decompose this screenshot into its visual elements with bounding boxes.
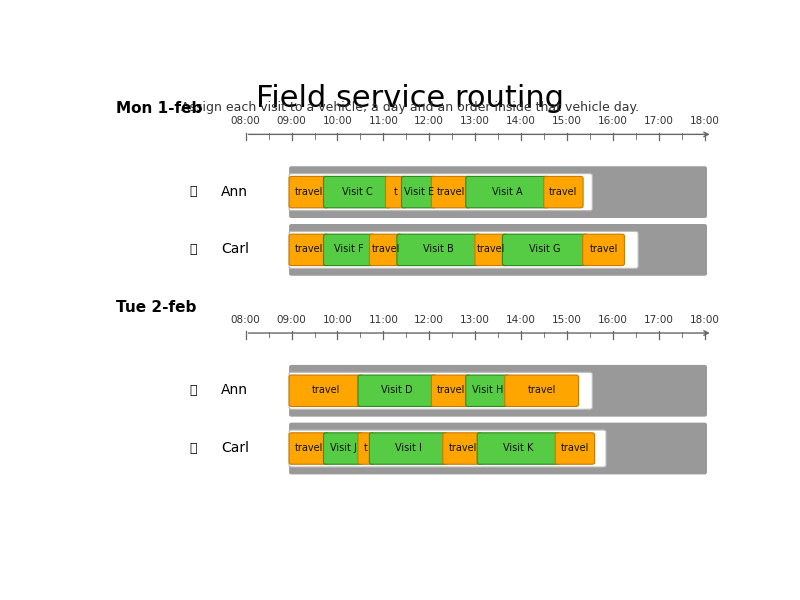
Text: 18:00: 18:00 <box>690 315 719 325</box>
FancyBboxPatch shape <box>289 224 707 276</box>
Text: 11:00: 11:00 <box>369 315 398 325</box>
Text: 12:00: 12:00 <box>414 116 444 126</box>
FancyBboxPatch shape <box>442 433 482 464</box>
Text: t: t <box>364 443 368 453</box>
Text: travel: travel <box>437 187 466 197</box>
FancyBboxPatch shape <box>431 176 470 208</box>
Text: Visit H: Visit H <box>472 385 503 395</box>
Text: Carl: Carl <box>221 242 249 256</box>
Text: Visit E: Visit E <box>404 187 434 197</box>
Text: Visit B: Visit B <box>423 244 454 254</box>
FancyBboxPatch shape <box>358 433 374 464</box>
Text: travel: travel <box>590 244 618 254</box>
Text: Visit J: Visit J <box>330 443 357 453</box>
Text: 14:00: 14:00 <box>506 116 536 126</box>
FancyBboxPatch shape <box>289 365 707 416</box>
FancyBboxPatch shape <box>478 433 560 464</box>
Text: 13:00: 13:00 <box>460 315 490 325</box>
FancyBboxPatch shape <box>475 234 507 266</box>
Text: 15:00: 15:00 <box>552 315 582 325</box>
Text: 🚛: 🚛 <box>190 243 197 256</box>
FancyBboxPatch shape <box>582 234 624 266</box>
Text: Ann: Ann <box>221 383 248 397</box>
FancyBboxPatch shape <box>397 234 480 266</box>
Text: Visit F: Visit F <box>334 244 364 254</box>
Text: 18:00: 18:00 <box>690 116 719 126</box>
Text: Visit A: Visit A <box>492 187 522 197</box>
Text: 08:00: 08:00 <box>231 116 261 126</box>
FancyBboxPatch shape <box>289 372 592 409</box>
Text: travel: travel <box>477 244 506 254</box>
Text: 17:00: 17:00 <box>644 315 674 325</box>
Text: 🚛: 🚛 <box>190 442 197 455</box>
Text: 10:00: 10:00 <box>322 116 352 126</box>
FancyBboxPatch shape <box>358 375 436 406</box>
FancyBboxPatch shape <box>289 433 329 464</box>
Text: 15:00: 15:00 <box>552 116 582 126</box>
Text: 08:00: 08:00 <box>231 315 261 325</box>
Text: 14:00: 14:00 <box>506 315 536 325</box>
FancyBboxPatch shape <box>431 375 470 406</box>
Text: 10:00: 10:00 <box>322 315 352 325</box>
Text: travel: travel <box>550 187 578 197</box>
FancyBboxPatch shape <box>386 176 406 208</box>
Text: travel: travel <box>448 443 477 453</box>
Text: Visit C: Visit C <box>342 187 372 197</box>
Text: 16:00: 16:00 <box>598 116 628 126</box>
Text: Assign each visit to a vehicle, a day and an order inside that vehicle day.: Assign each visit to a vehicle, a day an… <box>181 101 639 113</box>
FancyBboxPatch shape <box>323 176 390 208</box>
Text: Ann: Ann <box>221 185 248 199</box>
FancyBboxPatch shape <box>289 375 363 406</box>
Text: Field service routing: Field service routing <box>256 83 564 113</box>
FancyBboxPatch shape <box>289 173 592 211</box>
Text: Carl: Carl <box>221 441 249 455</box>
FancyBboxPatch shape <box>555 433 594 464</box>
FancyBboxPatch shape <box>466 375 510 406</box>
Text: Visit D: Visit D <box>382 385 413 395</box>
Text: t: t <box>394 187 398 197</box>
Text: 13:00: 13:00 <box>460 116 490 126</box>
Text: 16:00: 16:00 <box>598 315 628 325</box>
FancyBboxPatch shape <box>323 433 363 464</box>
FancyBboxPatch shape <box>289 430 606 467</box>
FancyBboxPatch shape <box>466 176 549 208</box>
FancyBboxPatch shape <box>289 166 707 218</box>
Text: travel: travel <box>294 187 323 197</box>
Text: travel: travel <box>527 385 556 395</box>
FancyBboxPatch shape <box>505 375 578 406</box>
FancyBboxPatch shape <box>370 234 402 266</box>
Text: 11:00: 11:00 <box>369 116 398 126</box>
FancyBboxPatch shape <box>289 422 707 475</box>
Text: 17:00: 17:00 <box>644 116 674 126</box>
FancyBboxPatch shape <box>289 176 329 208</box>
Text: 🚛: 🚛 <box>190 384 197 397</box>
Text: travel: travel <box>371 244 400 254</box>
FancyBboxPatch shape <box>402 176 436 208</box>
Text: travel: travel <box>437 385 466 395</box>
FancyBboxPatch shape <box>502 234 588 266</box>
Text: Tue 2-feb: Tue 2-feb <box>115 300 196 315</box>
FancyBboxPatch shape <box>323 234 374 266</box>
Text: Mon 1-feb: Mon 1-feb <box>115 101 202 116</box>
Text: Visit I: Visit I <box>395 443 422 453</box>
Text: 🚛: 🚛 <box>190 185 197 198</box>
Text: 09:00: 09:00 <box>277 116 306 126</box>
FancyBboxPatch shape <box>289 234 329 266</box>
FancyBboxPatch shape <box>544 176 583 208</box>
Text: Visit G: Visit G <box>530 244 561 254</box>
Text: travel: travel <box>294 244 323 254</box>
Text: travel: travel <box>561 443 589 453</box>
Text: 12:00: 12:00 <box>414 315 444 325</box>
Text: Visit K: Visit K <box>503 443 534 453</box>
Text: travel: travel <box>294 443 323 453</box>
Text: travel: travel <box>312 385 340 395</box>
Text: 09:00: 09:00 <box>277 315 306 325</box>
FancyBboxPatch shape <box>370 433 448 464</box>
FancyBboxPatch shape <box>289 232 638 268</box>
